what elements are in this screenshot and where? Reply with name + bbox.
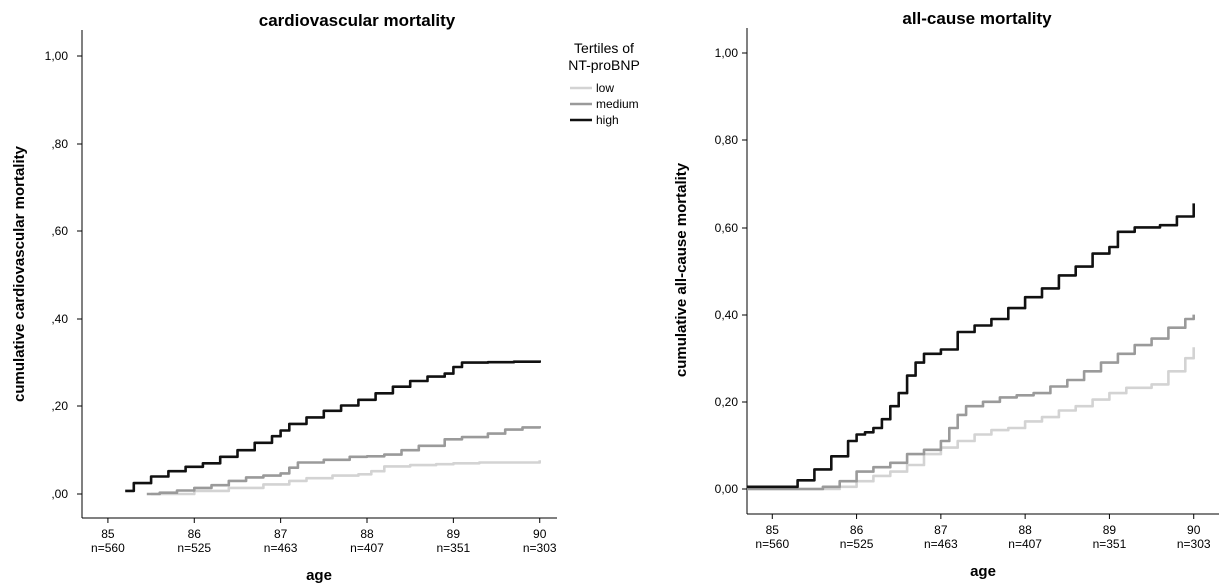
x-tick-label: 88: [360, 527, 374, 541]
y-tick-label: 0,40: [715, 308, 739, 322]
legend-label-high: high: [596, 113, 619, 127]
y-tick-label: 0,80: [715, 133, 739, 147]
x-tick-sublabel: n=351: [1093, 537, 1127, 551]
x-tick-sublabel: n=525: [840, 537, 874, 551]
y-tick-label: ,00: [51, 487, 68, 501]
y-tick-label: 1,00: [715, 46, 739, 60]
x-tick-label: 87: [934, 523, 948, 537]
x-tick-sublabel: n=303: [1177, 537, 1211, 551]
x-tick-label: 85: [766, 523, 780, 537]
legend-title-line-2: NT-proBNP: [568, 57, 640, 73]
series-line-low: [151, 460, 541, 496]
legend-label-medium: medium: [596, 97, 639, 111]
x-tick-label: 88: [1018, 523, 1032, 537]
y-tick-label: ,20: [51, 399, 68, 413]
x-tick-sublabel: n=463: [264, 541, 298, 555]
cardiovascular-mortality-chart: cardiovascular mortality age cumulative …: [11, 11, 640, 584]
x-tick-label: 86: [850, 523, 864, 537]
y-tick-label: 0,20: [715, 395, 739, 409]
series-line-high: [747, 203, 1195, 489]
y-tick-label: ,80: [51, 137, 68, 151]
x-tick-label: 89: [447, 527, 461, 541]
x-tick-label: 90: [533, 527, 547, 541]
y-tick-label: 0,00: [715, 482, 739, 496]
x-tick-sublabel: n=407: [1008, 537, 1042, 551]
x-tick-sublabel: n=463: [924, 537, 958, 551]
series-line-medium: [146, 426, 541, 496]
x-tick-label: 90: [1187, 523, 1201, 537]
x-tick-label: 85: [101, 527, 115, 541]
chart-title: all-cause mortality: [902, 9, 1052, 28]
y-tick-label: ,60: [51, 224, 68, 238]
x-tick-sublabel: n=303: [523, 541, 557, 555]
x-tick-label: 86: [188, 527, 202, 541]
x-tick-sublabel: n=351: [437, 541, 471, 555]
series-line-high: [125, 360, 541, 493]
x-axis-label: age: [306, 567, 332, 584]
legend: Tertiles of NT-proBNP low medium high: [568, 40, 640, 127]
y-tick-label: 0,60: [715, 221, 739, 235]
legend-title-line-1: Tertiles of: [574, 40, 634, 56]
x-tick-sublabel: n=560: [91, 541, 125, 555]
x-tick-sublabel: n=560: [755, 537, 789, 551]
x-tick-sublabel: n=407: [350, 541, 384, 555]
x-tick-label: 89: [1103, 523, 1117, 537]
all-cause-mortality-chart: all-cause mortality age cumulative all-c…: [673, 9, 1219, 580]
legend-label-low: low: [596, 81, 614, 95]
y-axis-label: cumulative all-cause mortality: [673, 162, 690, 377]
x-tick-sublabel: n=525: [177, 541, 211, 555]
x-tick-label: 87: [274, 527, 288, 541]
y-tick-label: 1,00: [45, 49, 69, 63]
series-line-low: [747, 347, 1195, 491]
x-axis-label: age: [970, 563, 996, 580]
y-tick-label: ,40: [51, 312, 68, 326]
series-line-medium: [747, 314, 1195, 491]
y-axis-label: cumulative cardiovascular mortality: [11, 145, 28, 402]
chart-title: cardiovascular mortality: [259, 11, 456, 30]
